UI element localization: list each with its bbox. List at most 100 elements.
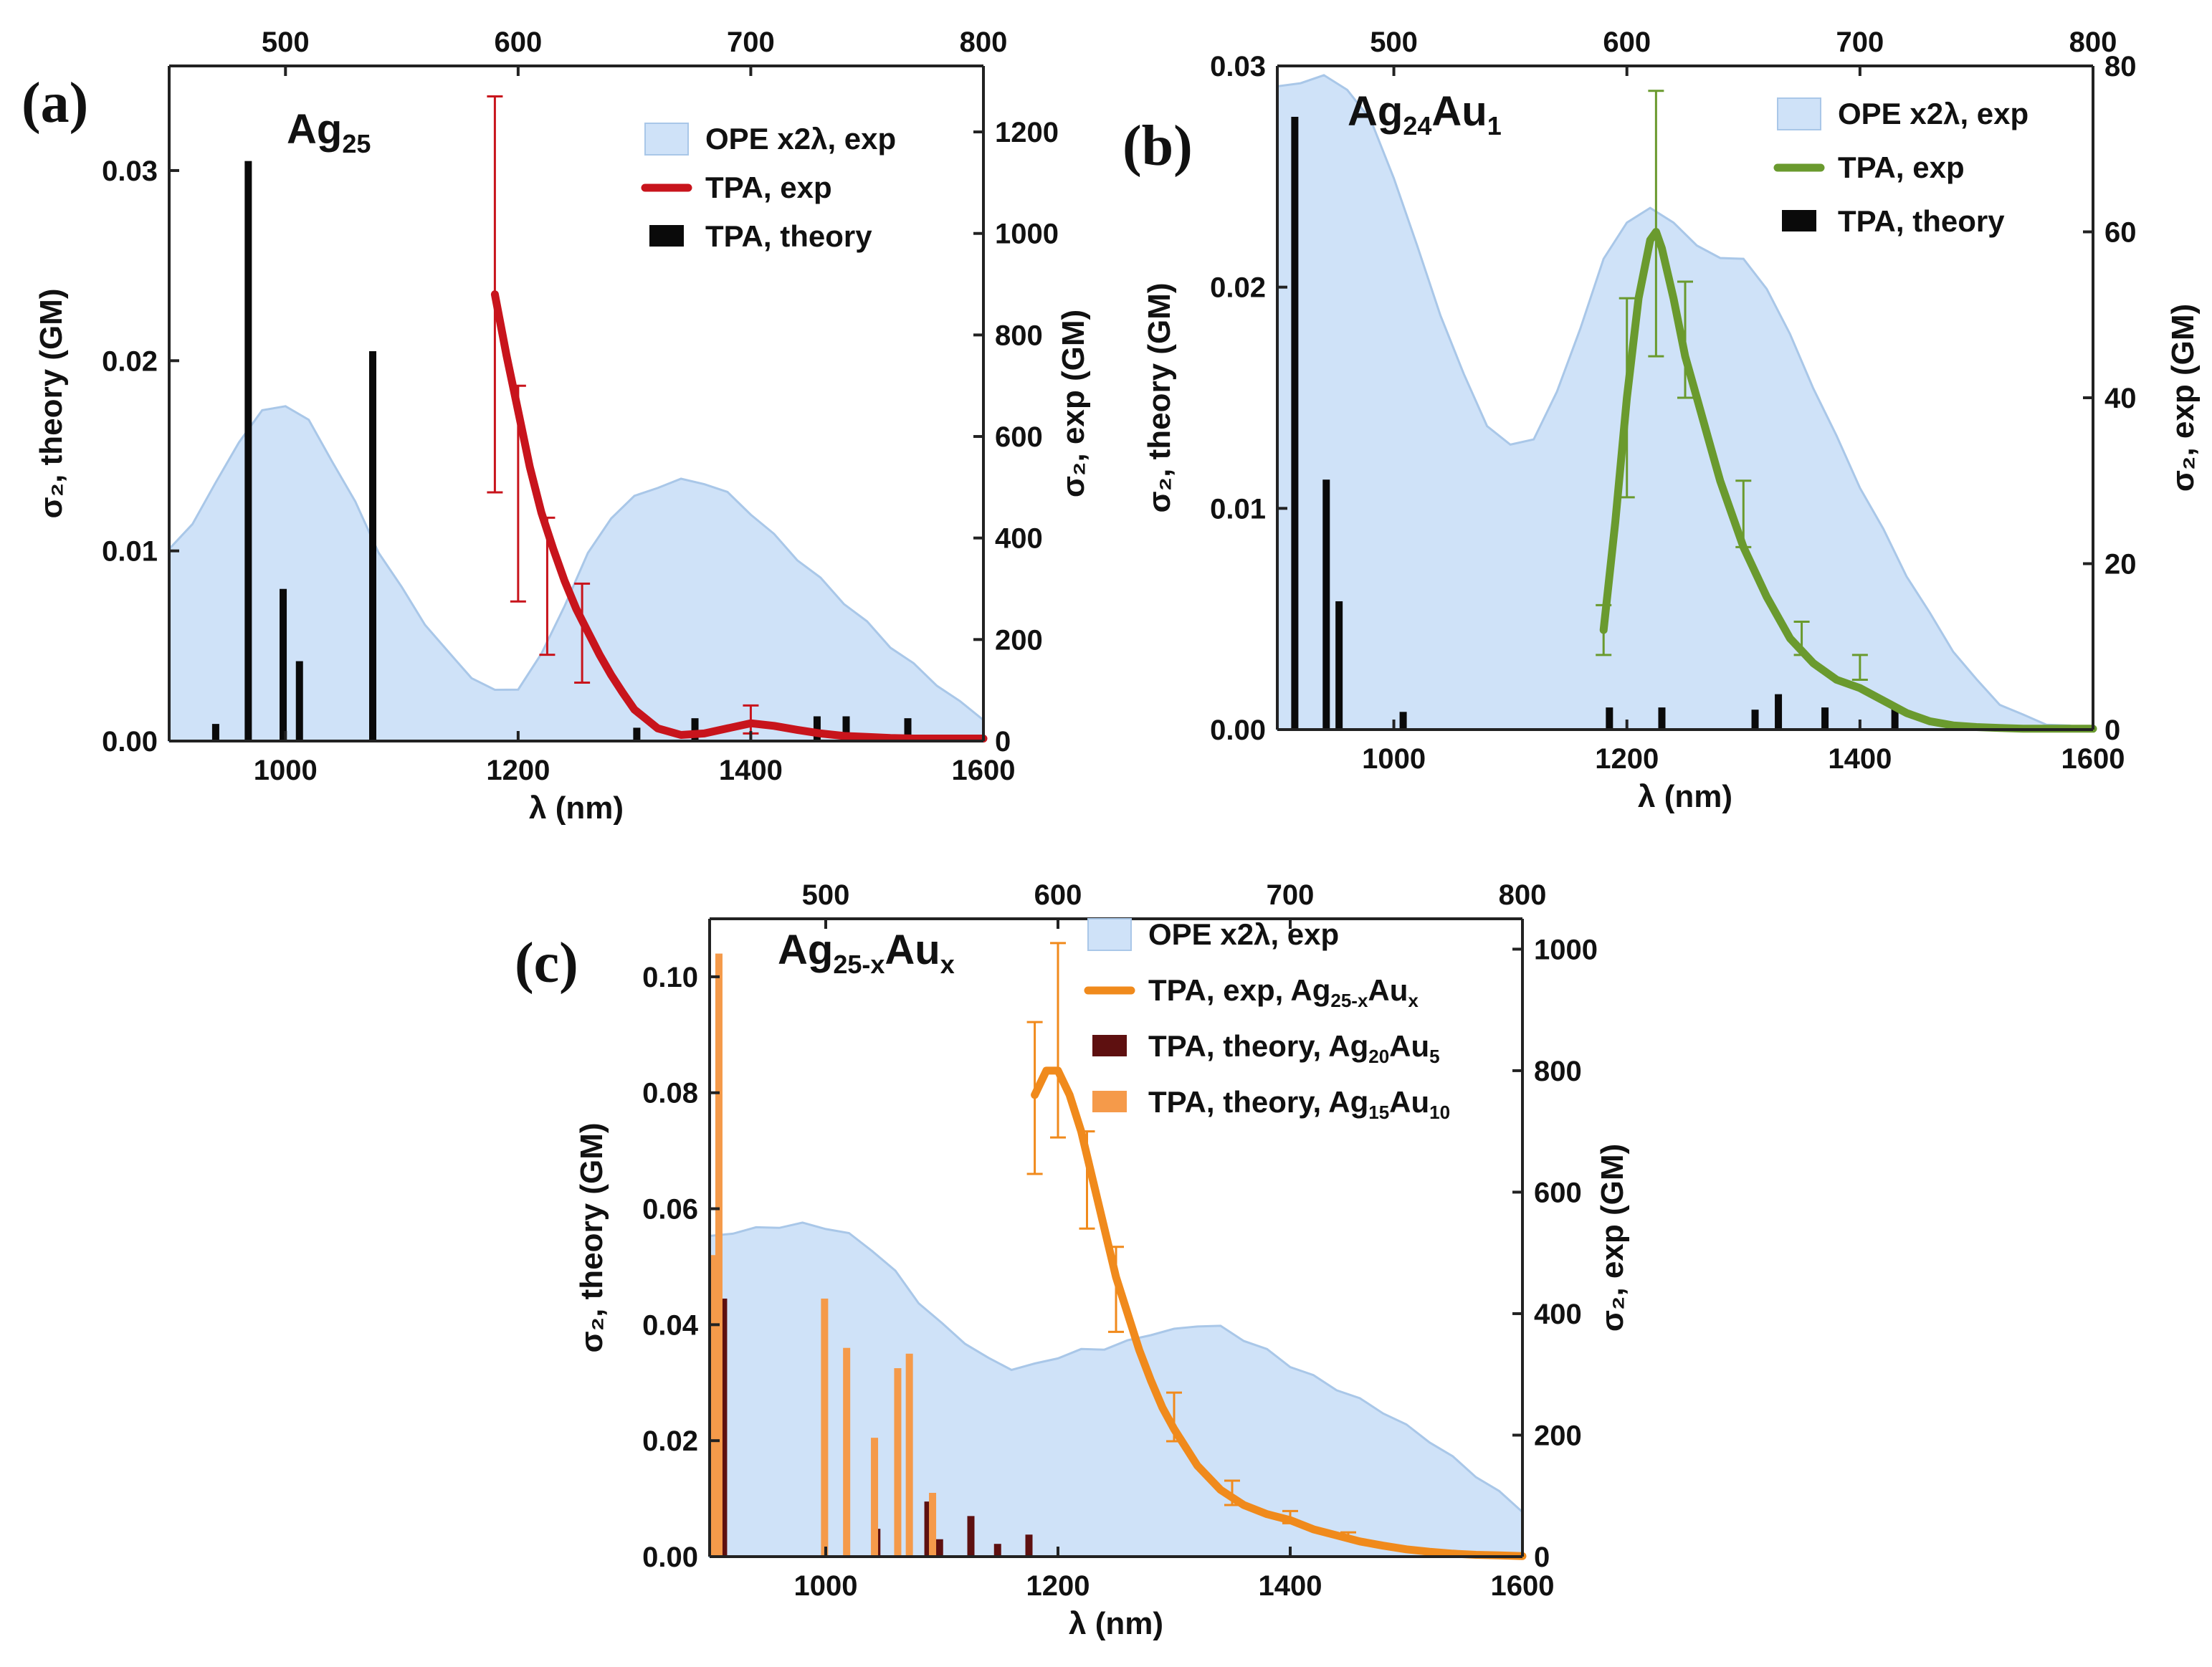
x-axis-label: λ (nm) bbox=[529, 790, 624, 826]
y-left-tick-label: 0.10 bbox=[642, 962, 698, 993]
chart-panel-a: 1000 1200 1400 1600 500 600 700 800 0.00 0.01 0.02… bbox=[22, 27, 1091, 826]
legend-swatch-bar bbox=[649, 225, 684, 247]
theory-bar bbox=[1751, 710, 1759, 730]
theory-bar bbox=[1821, 707, 1829, 730]
y-left-tick-label: 0.00 bbox=[642, 1542, 698, 1573]
legend-item: TPA, theory, Ag20Au5 bbox=[1092, 1029, 1440, 1067]
legend-label: TPA, theory, Ag20Au5 bbox=[1148, 1029, 1440, 1067]
theory-bar bbox=[967, 1516, 975, 1557]
y-right-tick-label: 800 bbox=[1534, 1056, 1582, 1087]
theory-bar bbox=[691, 718, 699, 741]
top-tick-label: 800 bbox=[2069, 27, 2117, 58]
theory-bar bbox=[1606, 707, 1613, 730]
error-bar bbox=[1224, 1479, 1240, 1506]
sample-title: Ag24Au1 bbox=[1348, 88, 1502, 140]
y-left-tick-label: 0.02 bbox=[102, 345, 158, 377]
theory-bar bbox=[280, 588, 287, 741]
legend-label: TPA, theory bbox=[1838, 204, 2005, 238]
tpa-exp-line bbox=[1599, 228, 2097, 733]
x-tick-label: 1000 bbox=[254, 755, 318, 786]
legend-item: TPA, exp, Ag25-xAux bbox=[1084, 973, 1419, 1011]
x-tick-label: 1400 bbox=[719, 755, 783, 786]
y-left-tick-label: 0.00 bbox=[1210, 715, 1266, 746]
theory-bar bbox=[1891, 707, 1899, 730]
error-bar bbox=[1282, 1509, 1298, 1524]
theory-bar bbox=[1399, 712, 1407, 730]
theory-bar bbox=[1335, 601, 1343, 730]
x-tick-label: 1600 bbox=[2061, 743, 2125, 775]
y-left-tick-label: 0.02 bbox=[1210, 272, 1266, 304]
y-right-tick-label: 1000 bbox=[1534, 934, 1598, 965]
theory-bar bbox=[720, 1298, 728, 1557]
legend-swatch-area bbox=[1777, 97, 1821, 130]
legend-label: TPA, exp, Ag25-xAux bbox=[1148, 973, 1419, 1011]
legend-item: TPA, exp bbox=[1773, 151, 1965, 184]
error-bar bbox=[1166, 1391, 1182, 1443]
theory-bar bbox=[633, 727, 641, 741]
legend-label: TPA, exp bbox=[1838, 151, 1965, 184]
legend: OPE x2λ, exp TPA, exp, Ag25-xAux TPA, theo… bbox=[1084, 917, 1450, 1123]
top-tick-label: 600 bbox=[1603, 27, 1651, 58]
theory-bar bbox=[709, 1255, 717, 1557]
ope-area bbox=[1276, 74, 2094, 733]
chart-panel-c: 1000 1200 1400 1600 500 600 700 800 0.00 0.02 0.04… bbox=[515, 879, 1630, 1641]
top-tick-label: 800 bbox=[1499, 879, 1547, 911]
error-bar bbox=[487, 95, 503, 494]
y-axis-right-label: σ₂, exp (GM) bbox=[1056, 310, 1091, 497]
theory-bar bbox=[821, 1298, 829, 1557]
error-bar bbox=[1050, 942, 1066, 1139]
top-tick-label: 500 bbox=[802, 879, 850, 911]
sample-title: Ag25 bbox=[287, 106, 371, 158]
legend: OPE x2λ, exp TPA, exp TPA, theory bbox=[1773, 97, 2029, 238]
theory-bar bbox=[211, 724, 219, 741]
theory-bar bbox=[1025, 1534, 1033, 1557]
y-left-tick-label: 0.01 bbox=[1210, 493, 1266, 525]
error-bar bbox=[1079, 1130, 1095, 1230]
y-axis-right-label: σ₂, exp (GM) bbox=[2165, 304, 2201, 492]
error-bar bbox=[574, 582, 591, 684]
y-axis-left-label: σ₂, theory (GM) bbox=[34, 289, 69, 519]
legend-item: OPE x2λ, exp bbox=[1087, 917, 1339, 951]
legend-label: OPE x2λ, exp bbox=[1838, 97, 2029, 130]
x-tick-label: 1000 bbox=[1362, 743, 1426, 775]
theory-bar bbox=[1775, 694, 1783, 730]
panel-label: (b) bbox=[1122, 115, 1193, 178]
y-right-tick-label: 60 bbox=[2104, 217, 2137, 249]
error-bar bbox=[1340, 1531, 1356, 1540]
y-right-tick-label: 1200 bbox=[995, 117, 1059, 148]
legend: OPE x2λ, exp TPA, exp TPA, theory bbox=[641, 122, 896, 253]
theory-bar bbox=[1291, 116, 1299, 730]
theory-bar bbox=[894, 1368, 902, 1557]
y-right-tick-label: 20 bbox=[2104, 549, 2137, 581]
top-tick-label: 600 bbox=[1034, 879, 1082, 911]
top-tick-label: 700 bbox=[1267, 879, 1315, 911]
top-tick-label: 500 bbox=[1370, 27, 1418, 58]
error-bar bbox=[1108, 1246, 1124, 1333]
y-axis-left-label: σ₂, theory (GM) bbox=[1142, 283, 1177, 513]
x-tick-label: 1200 bbox=[486, 755, 550, 786]
panel-label: (c) bbox=[515, 932, 578, 995]
y-left-tick-label: 0.08 bbox=[642, 1078, 698, 1109]
y-right-tick-label: 40 bbox=[2104, 383, 2137, 414]
error-bar bbox=[1026, 1021, 1043, 1175]
y-left-tick-label: 0.06 bbox=[642, 1194, 698, 1226]
theory-bar bbox=[924, 1501, 932, 1557]
error-bar bbox=[510, 384, 526, 603]
x-tick-label: 1400 bbox=[1828, 743, 1892, 775]
top-tick-label: 600 bbox=[494, 27, 542, 58]
x-tick-label: 1000 bbox=[794, 1570, 858, 1602]
y-left-tick-label: 0.00 bbox=[102, 726, 158, 758]
y-right-tick-label: 0 bbox=[2104, 715, 2120, 746]
theory-bar bbox=[1658, 707, 1666, 730]
ope-area bbox=[168, 405, 985, 742]
legend-label: OPE x2λ, exp bbox=[1148, 917, 1339, 951]
theory-bar bbox=[715, 953, 723, 1557]
sample-title: Ag25-xAux bbox=[778, 927, 955, 979]
legend-item: TPA, theory bbox=[649, 219, 872, 253]
y-right-tick-label: 800 bbox=[995, 320, 1043, 351]
legend-item: OPE x2λ, exp bbox=[644, 122, 896, 156]
y-right-tick-label: 600 bbox=[995, 421, 1043, 453]
y-right-tick-label: 400 bbox=[1534, 1299, 1582, 1330]
legend-item: TPA, theory, Ag15Au10 bbox=[1092, 1085, 1450, 1123]
